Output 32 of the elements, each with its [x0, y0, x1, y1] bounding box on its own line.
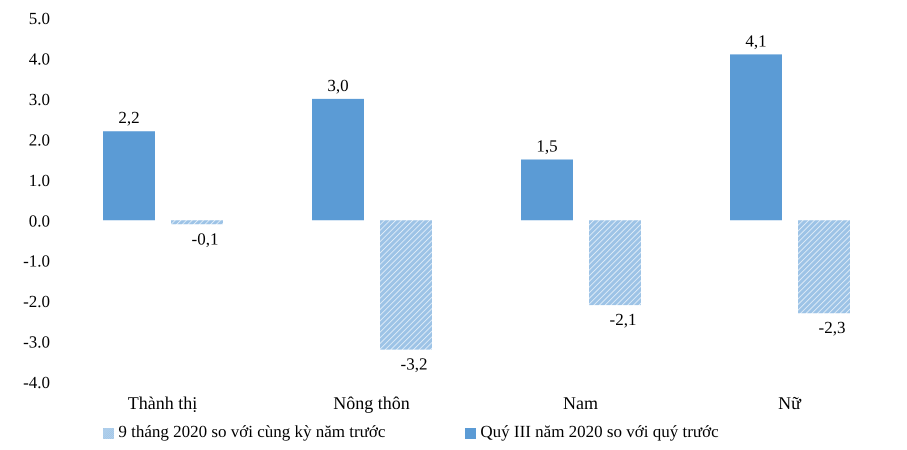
- bar: [103, 131, 155, 220]
- bar: [521, 160, 573, 220]
- x-tick-label: Nữ: [778, 392, 802, 413]
- data-label: -0,1: [192, 229, 218, 248]
- data-label: 3,0: [327, 76, 349, 95]
- y-tick-label: 2.0: [28, 130, 50, 150]
- data-label: -2,1: [610, 310, 636, 330]
- data-label: -3,2: [400, 354, 428, 374]
- bar: [171, 220, 223, 224]
- bar: [798, 220, 850, 314]
- y-tick-label: 1.0: [28, 170, 50, 190]
- bar: [380, 220, 432, 350]
- x-tick-label: Nam: [563, 392, 598, 413]
- y-tick-label: -1.0: [23, 252, 50, 271]
- data-label: 2,2: [118, 108, 140, 128]
- y-tick-label: -2.0: [23, 292, 50, 312]
- legend-label: 9 tháng 2020 so với cùng kỳ năm trước: [118, 422, 386, 441]
- bar: [589, 220, 641, 306]
- x-tick-label: Nông thôn: [333, 392, 410, 413]
- legend-label: Quý III năm 2020 so với quý trước: [480, 422, 719, 441]
- bar: [312, 98, 364, 220]
- y-tick-label: 5.0: [28, 9, 50, 28]
- data-label: -2,3: [818, 318, 846, 338]
- y-tick-label: 4.0: [28, 49, 50, 68]
- y-tick-label: -3.0: [23, 332, 50, 352]
- data-label: 1,5: [536, 136, 558, 156]
- y-tick-label: 0.0: [28, 211, 50, 230]
- x-tick-label: Thành thị: [128, 392, 198, 413]
- y-tick-label: 3.0: [28, 90, 50, 109]
- y-tick-label: -4.0: [23, 373, 50, 392]
- bar: [730, 54, 782, 220]
- data-label: 4,1: [745, 31, 767, 50]
